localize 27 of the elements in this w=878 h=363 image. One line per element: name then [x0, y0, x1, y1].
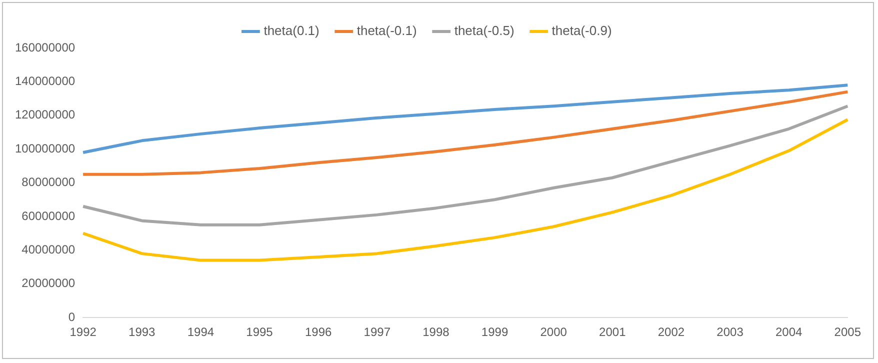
x-tick-label: 1999 — [481, 325, 508, 340]
x-tick-label: 2000 — [540, 325, 568, 340]
y-tick-label: 20000000 — [22, 276, 76, 290]
y-tick-label: 140000000 — [14, 74, 76, 88]
legend-label: theta(0.1) — [264, 23, 320, 38]
y-tick-label: 40000000 — [22, 242, 76, 257]
x-tick-label: 2002 — [658, 325, 685, 340]
x-tick-label: 2001 — [599, 325, 626, 340]
x-tick-label: 1997 — [364, 325, 391, 340]
y-tick-label: 100000000 — [14, 141, 76, 156]
x-tick-label: 1994 — [187, 325, 214, 340]
x-tick-label: 2003 — [716, 325, 744, 340]
x-tick-label: 2005 — [834, 325, 862, 340]
x-tick-label: 1992 — [70, 325, 97, 340]
y-tick-label: 120000000 — [14, 108, 76, 122]
y-tick-label: 160000000 — [14, 40, 76, 54]
x-tick-label: 2004 — [775, 325, 803, 340]
y-tick-label: 80000000 — [22, 175, 76, 190]
x-tick-label: 1998 — [422, 325, 450, 340]
legend-label: theta(-0.9) — [552, 23, 612, 38]
legend-label: theta(-0.1) — [356, 23, 417, 38]
x-tick-label: 1993 — [128, 325, 156, 340]
x-tick-label: 1996 — [304, 325, 332, 340]
x-tick-label: 1995 — [246, 325, 274, 340]
y-tick-label: 0 — [68, 310, 76, 324]
y-tick-label: 60000000 — [22, 208, 76, 223]
legend-label: theta(-0.5) — [454, 23, 514, 38]
